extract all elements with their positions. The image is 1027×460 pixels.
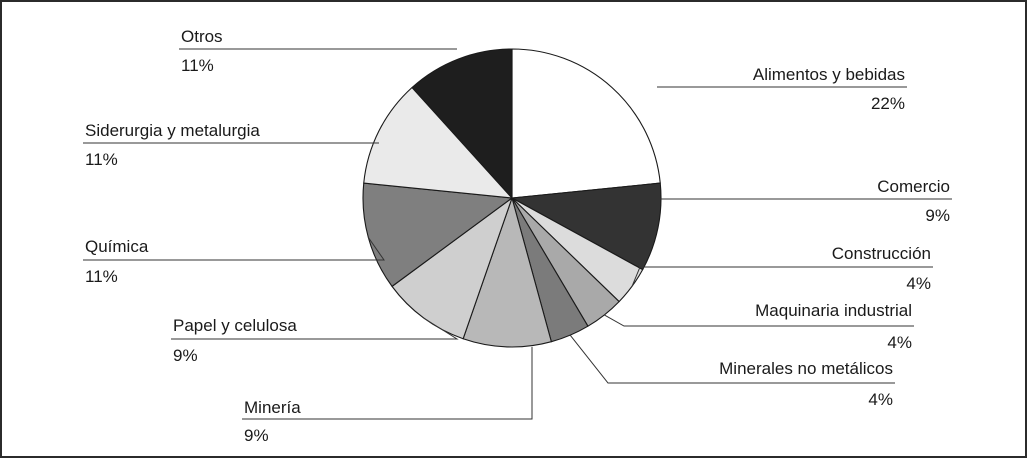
slice-value-alimentos-y-bebidas: 22% [871, 94, 905, 113]
leader-line-quimica [83, 237, 385, 261]
slice-value-otros: 11% [181, 56, 214, 75]
leader-line-construccion [631, 266, 933, 287]
slice-label-otros: Otros [181, 27, 223, 46]
leader-lines [83, 48, 952, 420]
slice-value-maquinaria-industrial: 4% [887, 333, 912, 352]
slice-label-mineria: Minería [244, 398, 301, 417]
pie-slice-papel-y-celulosa [391, 197, 513, 340]
pie-slice-otros [411, 48, 513, 199]
slice-value-comercio: 9% [925, 206, 950, 225]
leader-line-mineria [242, 346, 533, 420]
slice-label-maquinaria-industrial: Maquinaria industrial [755, 301, 912, 320]
slice-label-papel-y-celulosa: Papel y celulosa [173, 316, 297, 335]
pie-slice-quimica [362, 182, 513, 287]
slice-label-construccion: Construcción [832, 244, 931, 263]
slice-value-construccion: 4% [906, 274, 931, 293]
slice-value-quimica: 11% [85, 267, 118, 286]
pie-slices [362, 48, 662, 348]
leader-line-papel-y-celulosa [171, 317, 459, 340]
pie-slice-alimentos-y-bebidas [511, 48, 661, 199]
slice-label-comercio: Comercio [877, 177, 950, 196]
slice-label-alimentos-y-bebidas: Alimentos y bebidas [753, 65, 905, 84]
slice-labels: Alimentos y bebidas 22% Comercio 9% Construc… [85, 27, 950, 445]
slice-label-siderurgia-y-metalurgia: Siderurgia y metalurgia [85, 121, 260, 140]
slice-value-siderurgia-y-metalurgia: 11% [85, 150, 118, 169]
slice-value-minerales-no-metalicos: 4% [868, 390, 893, 409]
slice-label-quimica: Química [85, 237, 149, 256]
leader-line-minerales-no-metalicos [569, 334, 895, 384]
pie-slice-siderurgia-y-metalurgia [363, 86, 513, 199]
slice-label-minerales-no-metalicos: Minerales no metálicos [719, 359, 893, 378]
pie-slice-mineria [462, 197, 552, 348]
leader-line-maquinaria-industrial [604, 314, 914, 327]
pie-slice-comercio [511, 182, 662, 271]
slice-value-mineria: 9% [244, 426, 269, 445]
slice-value-papel-y-celulosa: 9% [173, 346, 198, 365]
